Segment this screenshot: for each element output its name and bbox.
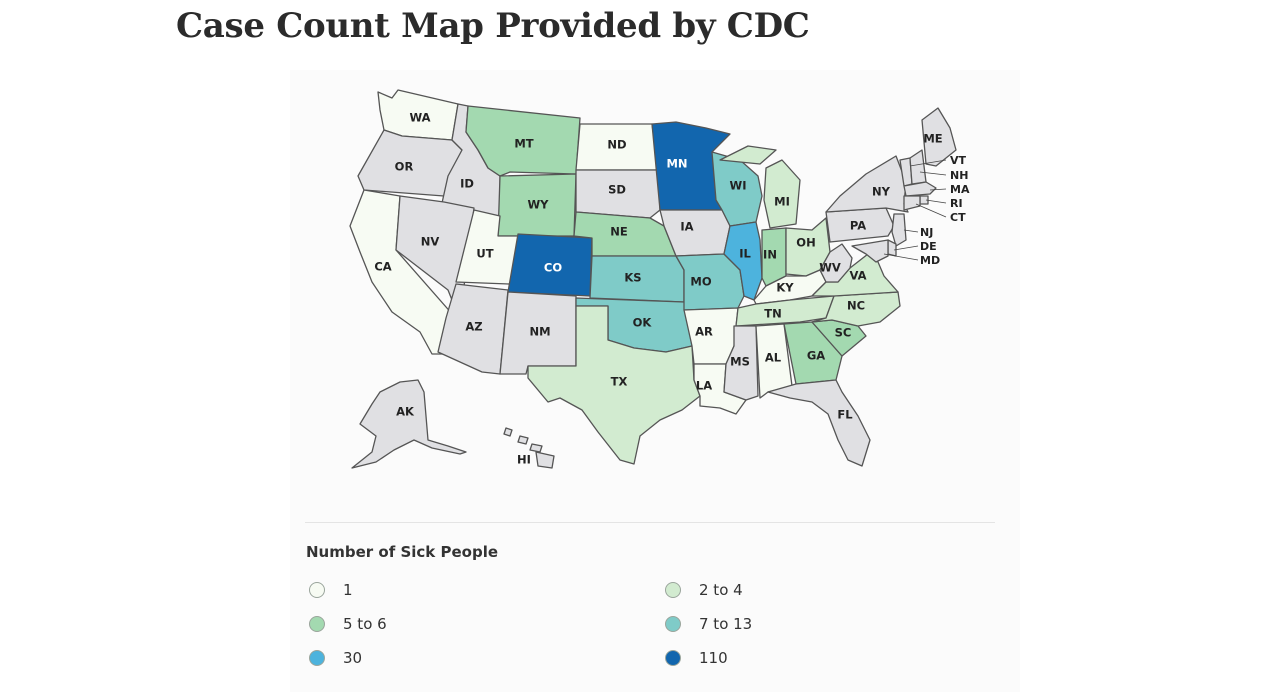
legend-label: 2 to 4 [699, 581, 743, 599]
label-nd: ND [607, 138, 626, 152]
label-nm: NM [529, 325, 550, 339]
legend-item-7-to-13: 7 to 13 [665, 615, 752, 633]
legend-swatch [309, 650, 325, 666]
state-hi[interactable] [503, 427, 555, 469]
page-title: Case Count Map Provided by CDC [176, 6, 810, 46]
label-ak: AK [396, 405, 415, 419]
legend-item-110: 110 [665, 649, 728, 667]
legend-item-30: 30 [309, 649, 362, 667]
label-ma: MA [950, 183, 970, 196]
label-ks: KS [624, 271, 641, 285]
leader-vt [909, 159, 947, 167]
label-wv: WV [819, 261, 841, 275]
label-wi: WI [730, 179, 747, 193]
state-ak[interactable] [351, 379, 467, 469]
label-mn: MN [666, 157, 687, 171]
label-ri: RI [950, 197, 963, 210]
legend-item-2-to-4: 2 to 4 [665, 581, 743, 599]
state-sd[interactable] [575, 169, 661, 219]
leader-de [893, 245, 919, 251]
label-pa: PA [850, 219, 866, 233]
leader-ct [915, 203, 947, 218]
legend-title: Number of Sick People [306, 543, 499, 561]
label-nj: NJ [920, 226, 933, 239]
label-ky: KY [776, 281, 794, 295]
state-nh[interactable] [909, 149, 927, 185]
legend-label: 7 to 13 [699, 615, 753, 633]
label-al: AL [765, 351, 782, 365]
state-tx[interactable] [527, 305, 701, 465]
label-co: CO [544, 261, 562, 275]
label-hi: HI [517, 453, 531, 467]
legend-swatch [665, 616, 681, 632]
us-map: WA OR CA ID NV MT WY UT CO AZ NM ND SD N… [349, 89, 970, 469]
state-fl[interactable] [767, 379, 871, 467]
label-ut: UT [476, 247, 493, 261]
label-va: VA [849, 269, 866, 283]
label-ny: NY [872, 185, 891, 199]
legend-item-1: 1 [309, 581, 353, 599]
state-ct[interactable] [903, 195, 921, 211]
label-mi: MI [774, 195, 790, 209]
legend-label: 1 [343, 581, 353, 599]
label-ms: MS [730, 355, 750, 369]
leader-nj [903, 229, 919, 233]
state-me[interactable] [921, 107, 957, 167]
label-ar: AR [695, 325, 713, 339]
label-nh: NH [950, 169, 968, 182]
label-az: AZ [465, 320, 482, 334]
legend-swatch [665, 582, 681, 598]
state-nc[interactable] [811, 291, 901, 327]
label-wy: WY [527, 198, 549, 212]
label-in: IN [763, 248, 777, 262]
legend-label: 110 [699, 649, 728, 667]
state-nj[interactable] [891, 213, 907, 247]
leader-ri [925, 199, 947, 204]
state-ny[interactable] [825, 155, 909, 213]
state-ma[interactable] [903, 181, 937, 197]
label-md: MD [920, 254, 940, 267]
leader-ma [929, 188, 947, 191]
label-ne: NE [610, 225, 628, 239]
legend-item-5-to-6: 5 to 6 [309, 615, 387, 633]
state-az[interactable] [437, 283, 509, 375]
label-il: IL [739, 247, 751, 261]
label-ct: CT [950, 211, 966, 224]
label-tx: TX [611, 375, 628, 389]
state-wv[interactable] [819, 243, 853, 283]
label-la: LA [696, 379, 712, 393]
label-oh: OH [796, 236, 815, 250]
legend-label: 30 [343, 649, 363, 667]
label-ga: GA [807, 349, 825, 363]
state-md[interactable] [851, 239, 889, 263]
leader-nh [919, 171, 947, 176]
leader-md [883, 253, 919, 261]
label-nv: NV [421, 235, 440, 249]
label-mo: MO [690, 275, 711, 289]
label-nc: NC [847, 299, 865, 313]
label-mt: MT [514, 137, 533, 151]
label-or: OR [395, 160, 414, 174]
legend-swatch [309, 616, 325, 632]
label-me: ME [923, 132, 942, 146]
legend-label: 5 to 6 [343, 615, 387, 633]
label-ok: OK [633, 316, 653, 330]
state-ga[interactable] [783, 321, 843, 385]
state-mi[interactable] [719, 145, 801, 229]
label-sd: SD [608, 183, 626, 197]
label-de: DE [920, 240, 937, 253]
legend-swatch [309, 582, 325, 598]
legend-swatch [665, 650, 681, 666]
label-wa: WA [409, 111, 430, 125]
label-sc: SC [835, 326, 852, 340]
label-id: ID [460, 177, 474, 191]
label-vt: VT [950, 154, 967, 167]
label-fl: FL [837, 408, 853, 422]
label-tn: TN [764, 307, 781, 321]
label-ca: CA [374, 260, 391, 274]
label-ia: IA [680, 220, 693, 234]
legend-divider [305, 522, 995, 523]
